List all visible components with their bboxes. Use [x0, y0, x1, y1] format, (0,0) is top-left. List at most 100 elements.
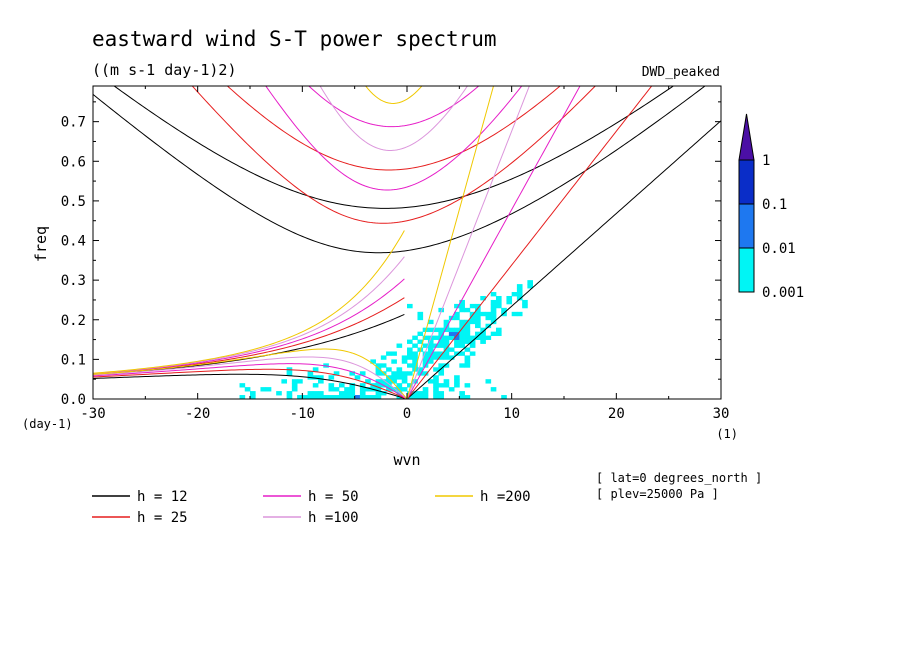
heatmap-cell: [375, 367, 382, 372]
heatmap-cell: [527, 280, 533, 285]
heatmap-cell: [318, 379, 324, 384]
heatmap-cell: [459, 339, 465, 344]
heatmap-cell: [475, 307, 481, 313]
heatmap-cell: [380, 379, 387, 384]
heatmap-cell: [459, 331, 465, 337]
heatmap-cell: [454, 331, 460, 337]
heatmap-cell: [516, 288, 523, 293]
heatmap-cell: [454, 311, 460, 317]
heatmap-cell: [443, 323, 450, 329]
heatmap-cell: [328, 387, 335, 392]
heatmap-cell: [454, 383, 460, 388]
dataset-label: DWD_peaked: [642, 65, 720, 80]
heatmap-cell: [448, 387, 455, 392]
heatmap-cell: [454, 303, 460, 309]
heatmap-cell: [380, 355, 387, 360]
heatmap-cell: [312, 395, 319, 399]
heatmap-cell: [443, 355, 450, 360]
heatmap-cell: [427, 339, 434, 344]
heatmap-cell: [333, 395, 340, 399]
heatmap-cell: [344, 387, 350, 392]
heatmap-cell: [312, 367, 319, 372]
heatmap-cell: [427, 355, 434, 360]
legend-label: h = 50: [308, 489, 359, 505]
heatmap-cell: [307, 395, 314, 399]
heatmap-cell: [448, 347, 455, 352]
heatmap-cell: [328, 383, 335, 388]
heatmap-cell: [312, 383, 319, 388]
heatmap-cell: [443, 347, 450, 352]
heatmap-cell: [448, 327, 455, 333]
heatmap-cell: [495, 299, 502, 305]
heatmap-cell: [375, 383, 382, 388]
heatmap-cell: [391, 375, 397, 380]
heatmap-cell: [422, 327, 429, 333]
heatmap-cell: [485, 379, 492, 384]
heatmap-cell: [391, 359, 397, 364]
x-tick-label: -20: [185, 406, 210, 422]
heatmap-cell: [417, 331, 424, 337]
heatmap-cell: [443, 379, 450, 384]
heatmap-cell: [443, 319, 450, 325]
heatmap-cell: [417, 311, 424, 317]
heatmap-cell: [265, 387, 272, 392]
curve-ig1-h=100: [319, 86, 469, 151]
heatmap-cell: [417, 367, 424, 372]
heatmap-cell: [417, 339, 424, 344]
heatmap-cell: [459, 323, 465, 329]
heatmap-cell: [516, 295, 523, 301]
curve-ig2-h=12: [113, 86, 675, 209]
heatmap-cell: [407, 339, 413, 344]
heatmap-cell: [459, 351, 465, 356]
heatmap-cell: [349, 383, 356, 388]
heatmap-cell: [349, 387, 356, 392]
heatmap-cell: [469, 339, 476, 344]
heatmap-cell: [286, 391, 293, 396]
colorbar-swatch-0: [738, 247, 755, 293]
heatmap-cell: [490, 299, 497, 305]
heatmap-cell: [506, 299, 513, 305]
heatmap-cell: [396, 367, 403, 372]
heatmap-cell: [412, 363, 418, 368]
x-tick-label: 20: [608, 406, 625, 422]
y-tick-label: 0.1: [61, 352, 86, 368]
heatmap-cell: [307, 371, 314, 376]
heatmap-cell: [522, 299, 528, 305]
heatmap-cell: [365, 387, 371, 392]
heatmap-cell: [396, 391, 403, 396]
heatmap-cell: [427, 351, 434, 356]
x-tick-label: -10: [290, 406, 315, 422]
heatmap-cell: [427, 347, 434, 352]
heatmap-cell: [375, 371, 382, 376]
curve-ig2-h=25: [226, 86, 561, 171]
heatmap-cell: [260, 387, 267, 392]
heatmap-cell: [464, 383, 471, 388]
heatmap-cell: [454, 375, 460, 380]
heatmap-cell: [312, 375, 319, 380]
heatmap-cell: [485, 311, 492, 317]
heatmap-cell: [454, 351, 460, 356]
heatmap-cell: [412, 391, 418, 396]
heatmap-cell: [464, 395, 471, 399]
heatmap-cell: [469, 315, 476, 321]
heatmap-cell: [380, 363, 387, 368]
x-axis-label: wvn: [393, 451, 420, 469]
heatmap-cell: [464, 331, 471, 337]
heatmap-cell: [412, 395, 418, 399]
heatmap-cell: [433, 327, 439, 333]
heatmap-cell: [302, 395, 308, 399]
heatmap-cell: [422, 335, 429, 340]
annotation-plev: [ plev=25000 Pa ]: [596, 487, 719, 501]
heatmap-cell: [464, 327, 471, 333]
heatmap-cell: [349, 391, 356, 396]
heatmap-cell: [459, 363, 465, 368]
y-tick-label: 0.3: [61, 273, 86, 289]
colorbar-label: 0.1: [762, 197, 787, 213]
heatmap-cell: [291, 387, 298, 392]
curve-mrg-h=25: [93, 297, 405, 375]
x-unit-label: (1): [716, 427, 738, 441]
heatmap-cell: [459, 303, 465, 309]
colorbar-swatch-2: [738, 159, 755, 205]
heatmap-cell: [396, 375, 403, 380]
